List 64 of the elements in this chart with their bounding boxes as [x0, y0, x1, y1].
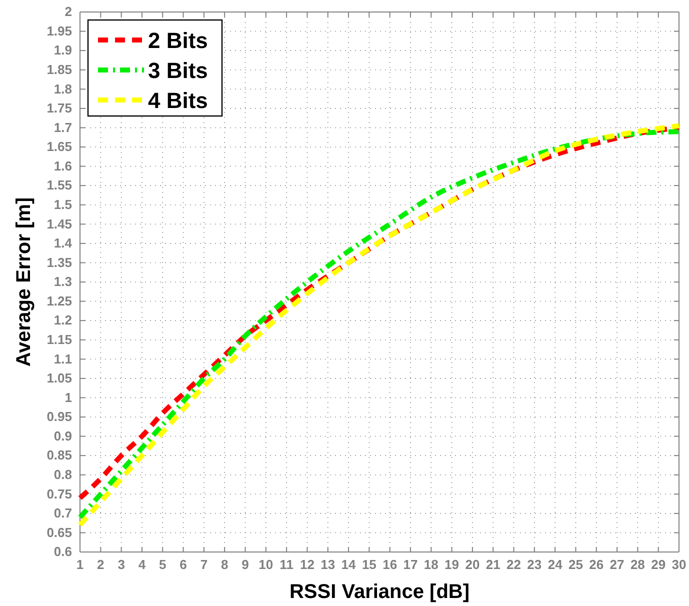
y-tick-label: 1.85: [46, 62, 72, 78]
x-tick-label: 6: [180, 557, 187, 572]
y-tick-label: 0.6: [54, 544, 72, 560]
y-tick-label: 1.25: [46, 293, 72, 308]
x-tick-label: 2: [97, 557, 104, 572]
x-tick-label: 23: [527, 557, 542, 572]
x-tick-label: 5: [159, 557, 166, 572]
x-tick-label: 20: [465, 557, 480, 572]
y-tick-label: 0.9: [54, 428, 72, 444]
y-tick-label: 0.95: [46, 409, 72, 424]
x-tick-label: 1: [76, 557, 84, 572]
x-axis-title: RSSI Variance [dB]: [289, 581, 470, 603]
y-tick-label: 2: [64, 4, 72, 20]
x-tick-label: 29: [651, 557, 666, 572]
x-tick-label: 16: [382, 557, 398, 572]
x-tick-label: 11: [280, 557, 294, 572]
x-tick-label: 3: [118, 557, 125, 572]
x-tick-label: 10: [258, 557, 274, 572]
y-tick-label: 1.75: [46, 100, 72, 116]
y-tick-label: 0.85: [46, 448, 72, 463]
x-tick-label: 30: [672, 557, 686, 572]
y-axis-title: Average Error [m]: [13, 197, 35, 367]
x-tick-label: 22: [506, 557, 521, 572]
x-tick-label: 15: [362, 557, 376, 572]
y-tick-label: 0.7: [54, 506, 72, 521]
x-tick-label: 28: [630, 557, 645, 572]
x-tick-label: 17: [403, 557, 418, 572]
y-tick-label: 1.05: [46, 370, 72, 386]
x-tick-label: 14: [341, 557, 357, 572]
y-tick-label: 1.45: [46, 216, 72, 232]
x-tick-label: 4: [138, 557, 146, 572]
x-tick-label: 13: [320, 557, 336, 572]
x-tick-label: 7: [200, 557, 208, 572]
y-tick-label: 1.95: [46, 23, 72, 38]
y-tick-label: 1.3: [54, 274, 72, 290]
y-tick-label: 1.1: [54, 351, 72, 366]
y-tick-label: 1.9: [54, 42, 72, 58]
y-tick-label: 1.35: [46, 254, 72, 270]
y-tick-label: 1.7: [54, 120, 72, 135]
y-tick-label: 1.15: [46, 332, 72, 348]
y-tick-label: 1.65: [46, 139, 72, 154]
legend-label: 4 Bits: [148, 88, 208, 113]
y-tick-label: 0.8: [54, 467, 72, 482]
x-tick-label: 9: [242, 557, 249, 572]
x-tick-label: 24: [548, 557, 564, 572]
y-tick-label: 1.2: [54, 312, 72, 328]
y-tick-label: 1.6: [54, 158, 72, 174]
legend-label: 3 Bits: [148, 58, 208, 83]
x-tick-label: 25: [568, 557, 583, 572]
y-tick-label: 0.75: [46, 486, 72, 502]
y-tick-label: 1.55: [46, 178, 72, 193]
y-tick-label: 1.5: [54, 197, 72, 212]
x-tick-label: 8: [220, 557, 228, 572]
x-tick-label: 27: [610, 557, 624, 572]
x-tick-label: 21: [486, 557, 500, 572]
x-tick-label: 12: [300, 557, 314, 572]
y-tick-label: 1.8: [54, 81, 72, 96]
legend-label: 2 Bits: [148, 28, 208, 53]
x-tick-label: 26: [589, 557, 604, 572]
x-tick-label: 18: [424, 557, 438, 572]
y-tick-label: 1.4: [54, 236, 73, 251]
x-tick-label: 19: [444, 557, 460, 572]
y-tick-label: 1: [64, 390, 72, 405]
y-tick-label: 0.65: [46, 524, 72, 540]
